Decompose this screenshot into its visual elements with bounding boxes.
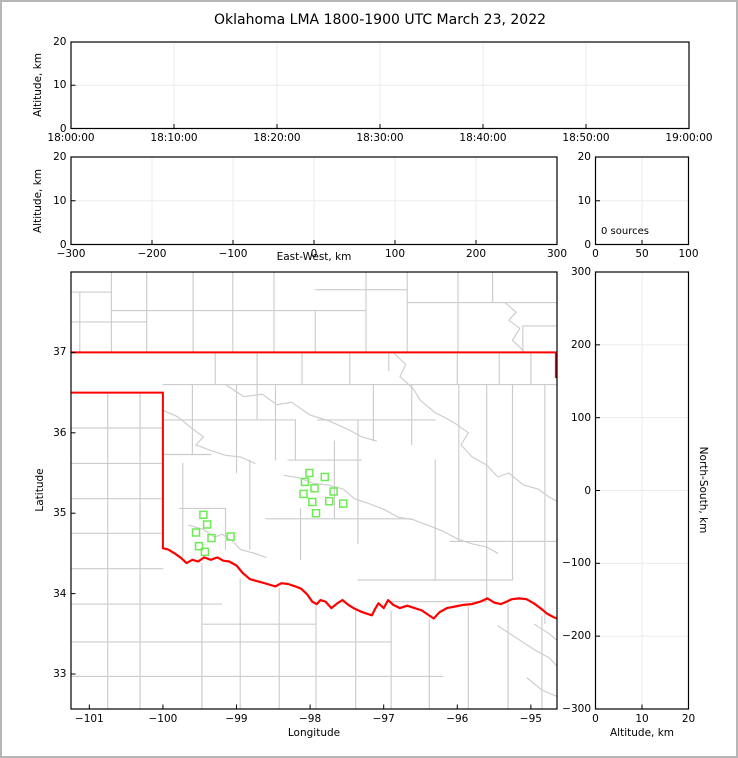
tick-label: 0 — [584, 484, 591, 497]
tick-label: 20 — [53, 36, 67, 48]
tick-label: −100 — [218, 248, 248, 260]
tick-label: 0 — [59, 238, 67, 251]
tick-label: 0 — [310, 248, 318, 260]
tick-label: 100 — [570, 411, 591, 424]
tick-label: 18:30:00 — [356, 132, 404, 144]
tick-label: −100 — [562, 557, 591, 570]
tick-label: 34 — [53, 587, 67, 600]
ns-height-ylabel: North-South, km — [697, 446, 709, 534]
tick-label: −300 — [562, 703, 591, 715]
lma-source-marker — [226, 532, 235, 541]
tick-label: 0 — [59, 122, 67, 135]
tick-label: −95 — [519, 712, 542, 725]
tick-label: 10 — [577, 194, 591, 207]
lma-source-marker — [324, 496, 334, 506]
tick-label: 0 — [592, 248, 599, 260]
tick-label: −101 — [74, 712, 104, 725]
tick-label: 50 — [635, 248, 649, 260]
tick-label: −200 — [562, 630, 591, 643]
tick-label: 20 — [681, 712, 696, 725]
lma-source-marker — [191, 528, 201, 537]
source-count-annotation: 0 sources — [601, 226, 649, 237]
tick-label: −100 — [148, 712, 178, 725]
tick-label: −98 — [299, 712, 322, 725]
tick-label: 18:40:00 — [459, 132, 507, 144]
plan-view-xlabel: Longitude — [287, 727, 341, 739]
tick-label: 18:00:00 — [47, 132, 95, 144]
lma-source-marker — [310, 484, 319, 493]
tick-label: 35 — [53, 507, 67, 520]
lma-source-marker — [320, 472, 330, 482]
tick-label: 300 — [546, 248, 568, 260]
lma-source-marker — [300, 477, 310, 487]
tick-label: −300 — [56, 248, 86, 260]
tick-label: 100 — [384, 248, 406, 260]
tick-label: 19:00:00 — [665, 132, 713, 144]
tick-label: −200 — [137, 248, 167, 260]
tick-label: 18:10:00 — [150, 132, 198, 144]
lma-source-marker — [329, 487, 338, 496]
tick-label: 10 — [635, 712, 649, 725]
lma-source-marker — [308, 497, 317, 507]
tick-label: 300 — [570, 266, 591, 278]
tick-label: 37 — [53, 346, 67, 359]
lma-source-marker — [194, 541, 204, 551]
tick-label: 200 — [465, 248, 487, 260]
lma-source-marker — [200, 547, 210, 557]
tick-label: 0 — [592, 712, 599, 725]
tick-label: 10 — [53, 194, 67, 207]
tick-label: 33 — [53, 668, 67, 681]
lma-source-marker — [338, 499, 348, 508]
tick-label: −97 — [372, 712, 395, 725]
tick-label: 20 — [53, 151, 67, 163]
tick-label: −99 — [225, 712, 248, 725]
lma-source-marker — [199, 510, 208, 520]
lma-source-marker — [311, 508, 321, 518]
tick-label: 100 — [678, 248, 699, 260]
lma-source-marker — [299, 489, 308, 499]
tick-label: 10 — [53, 79, 67, 92]
tick-label: −96 — [446, 712, 469, 725]
tick-label: 18:50:00 — [562, 132, 610, 144]
plan-view-ylabel: Latitude — [34, 468, 46, 512]
tick-label: 20 — [577, 151, 591, 163]
tick-label: 36 — [53, 426, 67, 439]
tick-label: 18:20:00 — [253, 132, 301, 144]
lma-source-marker — [202, 520, 212, 529]
lma-source-marker — [207, 533, 216, 543]
ns-height-xlabel: Altitude, km — [609, 727, 675, 739]
lma-source-marker — [305, 468, 314, 478]
figure-title: Oklahoma LMA 1800-1900 UTC March 23, 202… — [213, 12, 547, 28]
ew-height-xlabel: East-West, km — [276, 251, 352, 263]
tick-label: 200 — [570, 338, 591, 351]
tick-label: 0 — [584, 238, 591, 251]
